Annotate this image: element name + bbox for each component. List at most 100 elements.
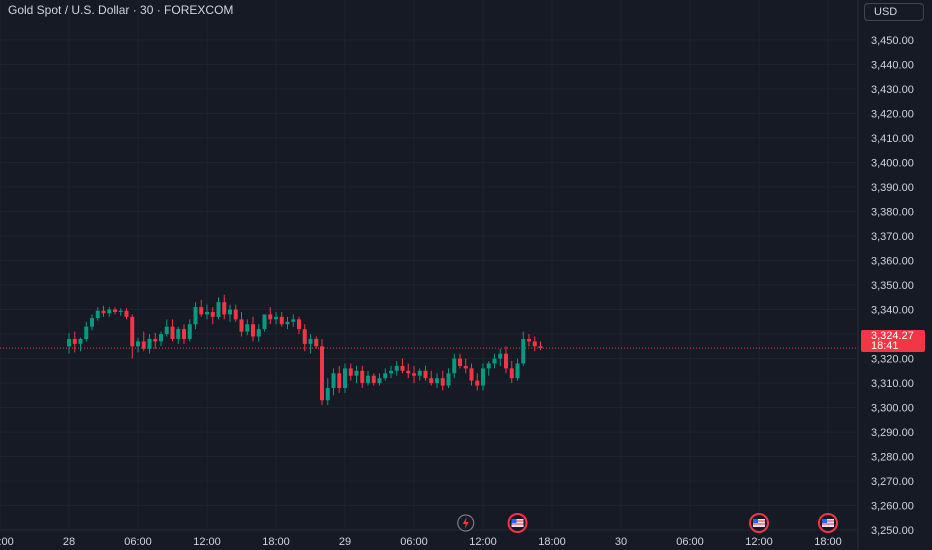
candle-body	[256, 329, 261, 337]
candle	[481, 363, 485, 391]
candle-body	[141, 341, 146, 349]
candle	[84, 321, 89, 342]
candle	[95, 307, 100, 321]
candle-body	[366, 375, 370, 384]
price-tick-label: 3,360.00	[871, 255, 914, 267]
candle-body	[337, 373, 342, 388]
candle	[308, 334, 313, 354]
candle	[504, 346, 508, 374]
candle	[187, 319, 192, 342]
candle-body	[538, 346, 543, 349]
candle	[469, 363, 474, 386]
candle	[72, 331, 77, 353]
candle-body	[251, 324, 255, 337]
candle-body	[279, 316, 284, 325]
price-tick-label: 3,380.00	[871, 206, 914, 218]
candle	[337, 365, 342, 393]
price-tick-label: 3,440.00	[871, 59, 914, 71]
candle	[228, 304, 232, 322]
candle-body	[205, 311, 209, 315]
candle	[521, 331, 526, 366]
candle-body	[423, 370, 428, 379]
candle-body	[210, 311, 215, 317]
candle-body	[285, 321, 290, 325]
candle	[107, 307, 112, 317]
candle-body	[417, 370, 422, 376]
price-tick-label: 3,420.00	[871, 108, 914, 120]
candle	[136, 337, 140, 353]
time-tick-label: 18:00	[538, 536, 566, 548]
time-axis[interactable]: 18:00 28 06:00 12:00 18:00 29 06:00 12:00 18:00 3…	[0, 536, 842, 548]
time-tick-label: 30	[615, 536, 627, 548]
candle-body	[331, 373, 336, 388]
candle-body	[216, 302, 221, 317]
currency-button[interactable]: USD	[864, 3, 924, 21]
candle-body	[107, 309, 112, 314]
time-tick-label: 12:00	[193, 536, 221, 548]
candle	[458, 353, 462, 369]
last-price-label: 3,324.27 18:41	[861, 330, 925, 352]
candle	[532, 336, 537, 352]
candle	[182, 324, 186, 344]
candle	[297, 316, 301, 335]
us-flag-icon[interactable]	[818, 513, 838, 533]
candle-body	[389, 370, 393, 374]
candle	[435, 373, 439, 388]
symbol-title[interactable]: Gold Spot / U.S. Dollar · 30 · FOREXCOM	[8, 3, 234, 17]
candle-body	[515, 363, 520, 379]
candle-body	[187, 324, 192, 339]
candle	[118, 308, 123, 316]
price-tick-label: 3,350.00	[871, 280, 914, 292]
candle	[193, 302, 198, 330]
candle	[394, 361, 399, 376]
candle-body	[262, 314, 267, 330]
candle-body	[406, 370, 411, 374]
candle	[170, 319, 175, 342]
price-tick-label: 3,370.00	[871, 231, 914, 243]
price-tick-label: 3,280.00	[871, 452, 914, 464]
candle-body	[147, 338, 152, 349]
candle-body	[193, 307, 198, 325]
candle-body	[492, 358, 497, 364]
price-tick-label: 3,390.00	[871, 182, 914, 194]
candle	[400, 358, 405, 374]
candle	[446, 368, 451, 388]
candle-body	[159, 334, 163, 342]
candle-body	[176, 329, 181, 339]
candle	[389, 365, 393, 379]
candle-body	[509, 368, 514, 379]
price-axis[interactable]: 3,250.00 3,260.00 3,270.00 3,280.00 3,290.00…	[871, 35, 914, 537]
candle-body	[504, 353, 508, 369]
time-tick-label: 28	[63, 536, 75, 548]
candle	[423, 365, 428, 381]
time-tick-label: 12:00	[745, 536, 773, 548]
candles-group	[67, 294, 543, 406]
candle-body	[435, 378, 439, 384]
candle	[124, 308, 129, 320]
candle-body	[164, 326, 169, 335]
candle-body	[90, 318, 94, 327]
lightning-icon[interactable]	[457, 514, 475, 532]
last-price-value: 3,324.27	[871, 330, 914, 342]
candle	[279, 311, 284, 327]
candle-body	[124, 310, 129, 317]
candle-body	[302, 329, 307, 344]
candle	[274, 311, 278, 325]
candle-body	[532, 341, 537, 347]
candle-body	[274, 316, 278, 320]
candle	[239, 311, 244, 337]
candle-body	[170, 326, 175, 339]
candle-body	[429, 378, 434, 384]
candle-body	[325, 387, 330, 401]
time-tick-label: 06:00	[124, 536, 152, 548]
candle	[210, 307, 215, 325]
us-flag-icon[interactable]	[749, 513, 769, 533]
candle-body	[527, 338, 531, 342]
candle	[475, 373, 480, 391]
candle	[527, 334, 531, 347]
candle	[233, 304, 238, 322]
us-flag-icon[interactable]	[507, 513, 528, 533]
candle	[251, 316, 255, 342]
